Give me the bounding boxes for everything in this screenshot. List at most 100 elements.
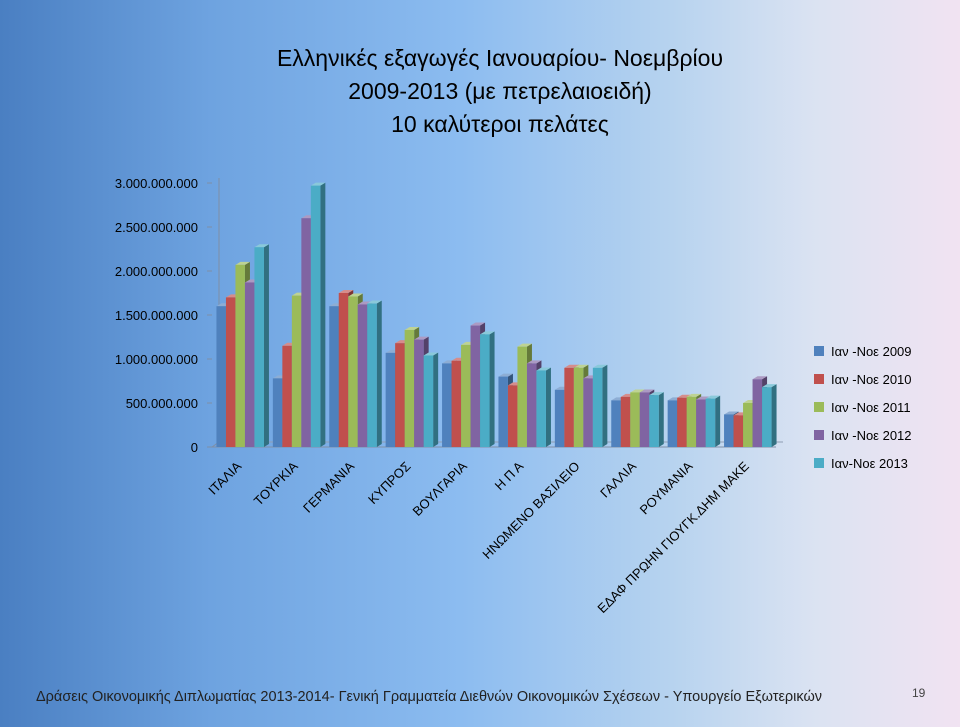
legend-item-2009: Ιαν -Νοε 2009 — [814, 337, 912, 365]
bar-front — [235, 264, 245, 447]
bar-front — [395, 343, 405, 447]
bar-front — [216, 306, 226, 447]
bar-front — [244, 282, 255, 447]
chart-title: Ελληνικές εξαγωγές Ιανουαρίου- Νοεμβρίου… — [160, 42, 840, 141]
bar-front — [686, 396, 697, 447]
bar-front — [470, 325, 481, 447]
legend-label-2012: Ιαν -Νοε 2012 — [831, 427, 912, 443]
bar-top — [348, 293, 363, 297]
bar-front — [677, 397, 687, 447]
bar-front — [254, 247, 264, 447]
bar-top — [414, 336, 429, 340]
bar-front — [301, 218, 311, 447]
bar-top — [470, 322, 486, 326]
bar-front — [743, 403, 753, 447]
bar-side — [376, 300, 382, 447]
x-tick-label: ΗΝΩΜΕΝΟ ΒΑΣΙΛΕΙΟ — [479, 459, 582, 562]
bar-side — [263, 244, 269, 447]
bar-front — [272, 378, 283, 447]
bar-top — [480, 331, 495, 335]
bar — [705, 395, 721, 447]
y-tick-label: 1.500.000.000 — [115, 308, 198, 323]
x-tick-label: ΓΑΛΛΙΑ — [597, 458, 639, 500]
bar-top — [686, 393, 702, 397]
title-line-1: Ελληνικές εξαγωγές Ιανουαρίου- Νοεμβρίου — [276, 45, 724, 71]
bar-front — [564, 367, 574, 447]
bar-front — [507, 385, 518, 447]
legend-label-2013: Ιαν-Νοε 2013 — [831, 455, 908, 471]
bar-front — [348, 296, 358, 447]
legend-item-2013: Ιαν-Νοε 2013 — [814, 449, 912, 477]
bar-top — [404, 326, 420, 330]
bar-front — [583, 378, 593, 447]
bar-front — [404, 329, 415, 447]
bar-front — [423, 355, 434, 447]
x-tick-label: ΡΟΥΜΑΝΙΑ — [637, 458, 696, 517]
bar-top — [423, 352, 439, 356]
bar-front — [414, 339, 424, 447]
legend-label-2009: Ιαν -Νοε 2009 — [831, 343, 912, 359]
y-tick-label: 1.000.000.000 — [115, 352, 198, 367]
bar-front — [526, 363, 537, 447]
bar-top — [639, 389, 655, 393]
bar-front — [630, 392, 640, 447]
bar-top — [526, 360, 542, 364]
bar-side — [320, 182, 326, 447]
bar-top — [649, 392, 664, 396]
y-tick-label: 2.500.000.000 — [115, 220, 198, 235]
bar-front — [498, 376, 508, 447]
bar-top — [498, 373, 513, 377]
bar-front — [733, 415, 744, 447]
bar-top — [235, 261, 250, 265]
footer-text: Δράσεις Οικονομικής Διπλωματίας 2013-201… — [36, 689, 823, 705]
bar-top — [696, 396, 711, 400]
legend-item-2011: Ιαν -Νοε 2011 — [814, 393, 912, 421]
bar-top — [677, 394, 692, 398]
legend-item-2012: Ιαν -Νοε 2012 — [814, 421, 912, 449]
bar-front — [639, 392, 650, 447]
bar — [367, 300, 382, 447]
legend-swatch-2010 — [814, 374, 824, 384]
bar-front — [536, 370, 546, 447]
legend-swatch-2011 — [814, 402, 824, 412]
bar-top — [536, 367, 551, 371]
bar-side — [715, 395, 721, 447]
bar-front — [461, 344, 471, 447]
bar-front — [291, 295, 302, 447]
bar — [649, 392, 664, 447]
legend-item-2010: Ιαν -Νοε 2010 — [814, 365, 912, 393]
bar-top — [705, 395, 721, 399]
bar-front — [573, 367, 584, 447]
bar-front — [225, 297, 236, 447]
bar-side — [545, 367, 551, 447]
bar-side — [489, 331, 495, 447]
x-tick-label: Η Π Α — [492, 458, 527, 493]
bar-front — [338, 293, 349, 447]
bar-front — [282, 345, 292, 447]
bar — [254, 244, 269, 447]
page-number: 19 — [912, 686, 926, 700]
bar-front — [762, 387, 772, 447]
y-tick-label: 0 — [191, 440, 198, 455]
x-tick-label: ΙΤΑΛΙΑ — [205, 458, 244, 497]
bar-side — [602, 364, 608, 447]
bar-front — [480, 334, 490, 447]
x-tick-label: ΓΕΡΜΑΝΙΑ — [300, 458, 357, 515]
bar-front — [649, 395, 659, 447]
bar-front — [554, 389, 565, 447]
y-tick-label: 500.000.000 — [126, 396, 198, 411]
bar-side — [658, 392, 664, 447]
x-tick-label: ΚΥΠΡΟΣ — [365, 459, 413, 507]
bar-front — [724, 414, 734, 447]
bar — [592, 364, 608, 447]
bar-top — [564, 364, 579, 368]
bar-front — [357, 304, 368, 447]
bar-top — [724, 411, 739, 415]
bar-top — [310, 182, 326, 186]
bar — [762, 384, 777, 447]
legend-swatch-2012 — [814, 430, 824, 440]
legend-label-2011: Ιαν -Νοε 2011 — [831, 399, 911, 415]
bar-front — [442, 363, 452, 447]
title-line-2: 2009-2013 (με πετρελαιοειδή) — [348, 78, 652, 104]
